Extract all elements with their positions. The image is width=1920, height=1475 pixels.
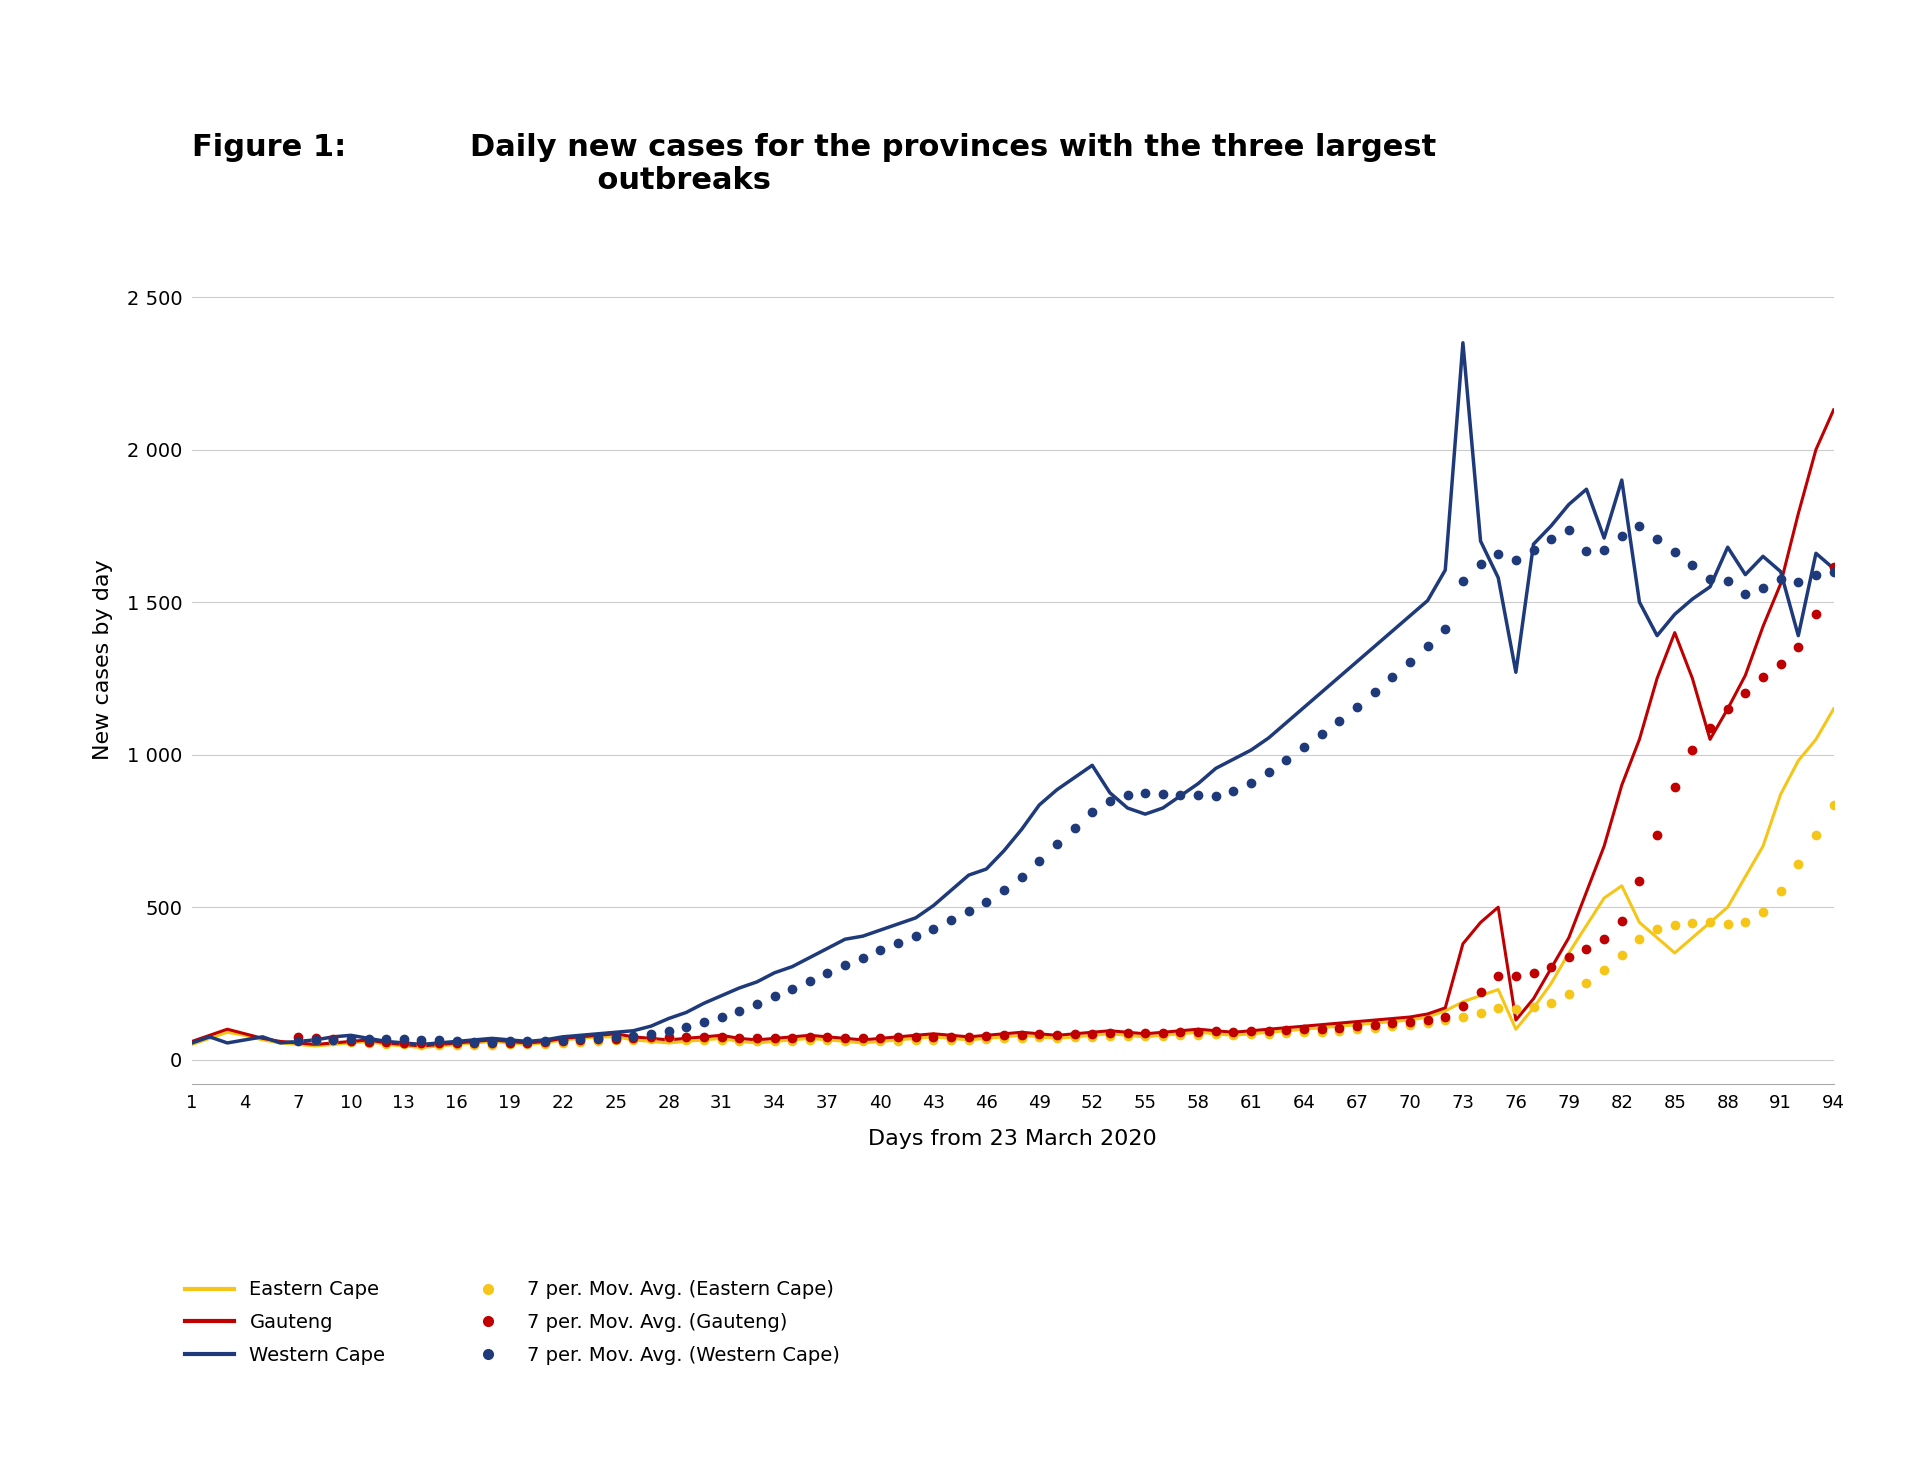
Legend: Eastern Cape, Gauteng, Western Cape, 7 per. Mov. Avg. (Eastern Cape), 7 per. Mov: Eastern Cape, Gauteng, Western Cape, 7 p…: [186, 1280, 841, 1364]
Y-axis label: New cases by day: New cases by day: [92, 559, 113, 761]
Text: Figure 1:: Figure 1:: [192, 133, 346, 162]
X-axis label: Days from 23 March 2020: Days from 23 March 2020: [868, 1128, 1158, 1149]
Text: Daily new cases for the provinces with the three largest
            outbreaks: Daily new cases for the provinces with t…: [470, 133, 1436, 195]
